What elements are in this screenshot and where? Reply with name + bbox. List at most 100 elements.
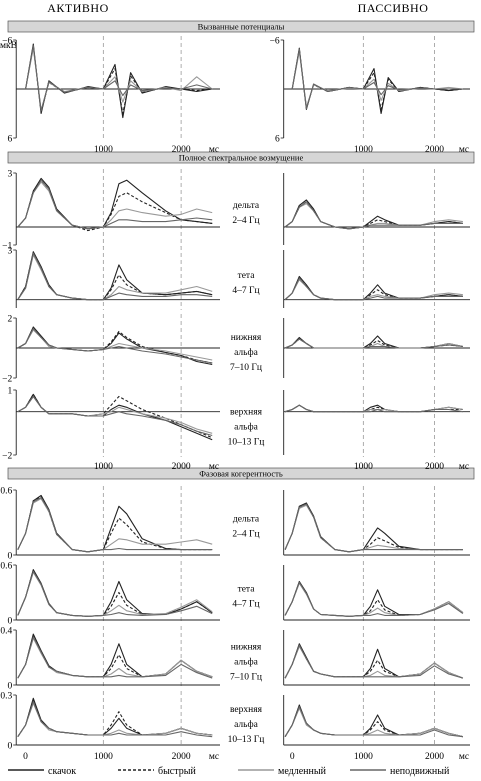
series-line-неподвижный — [284, 404, 463, 413]
y-tick-label: 2 — [7, 315, 12, 325]
section-bar-erp: Вызванные потенциалы — [7, 20, 475, 33]
x-tick-label: 2000 — [425, 145, 444, 155]
band-label: 7–10 Гц — [230, 673, 262, 683]
series-line-скачок — [291, 47, 463, 115]
x-tick-label: 1000 — [354, 752, 373, 762]
band-label: альфа — [234, 422, 259, 433]
legend: скачок быстрый медленный неподвижный — [8, 766, 450, 777]
series-line-скачок — [284, 580, 464, 617]
series-line-неподвижный — [284, 277, 463, 301]
series-line-медленный — [284, 645, 464, 679]
series-line-медленный — [291, 50, 463, 108]
series-line-неподвижный — [284, 706, 463, 738]
series-line-неподвижный — [17, 395, 213, 437]
series-line-быстрый — [17, 393, 213, 439]
panel-active-7: 0.40 — [0, 626, 220, 692]
series-line-скачок — [17, 569, 213, 617]
panel-active-2: 3 — [7, 246, 220, 310]
panel-passive-8: 0 1000 2000 мс — [283, 691, 470, 762]
series-line-неподвижный — [17, 636, 213, 679]
x-tick-label: 1000 — [94, 462, 113, 472]
series-line-скачок — [17, 494, 213, 553]
y-tick-label: 0 — [7, 682, 12, 692]
band-labels: дельта 2–4 Гц тета 4–7 Гц нижняя альфа 7–10 Гц… — [228, 201, 265, 745]
x-tick-label: 2000 — [425, 462, 444, 472]
panel-passive-7 — [283, 626, 470, 687]
y-tick-label: 0.4 — [0, 627, 12, 637]
band-label: 7–10 Гц — [230, 363, 262, 373]
series-line-неподвижный — [284, 338, 463, 349]
legend-label-медленный: медленный — [278, 766, 327, 777]
x-tick-label: 2000 — [172, 462, 191, 472]
panel-active-3: 2 −2 — [2, 314, 220, 385]
x-tick-label: 0 — [290, 752, 295, 762]
band-label: нижняя — [231, 643, 262, 653]
y-tick-label: 0 — [7, 742, 12, 752]
series-line-неподвижный — [17, 497, 213, 553]
panel-passive-5 — [283, 486, 470, 557]
band-label: альфа — [234, 719, 259, 730]
legend-label-скачок: скачок — [48, 766, 76, 777]
band-label: верхняя — [230, 705, 263, 715]
y-tick-label: −1 — [2, 242, 12, 252]
y-tick-label: 6 — [7, 135, 12, 145]
panel-active-4: 1 −2 1000 2000 мс — [2, 386, 220, 472]
series-line-медленный — [17, 637, 213, 679]
panel-passive-4: 1000 2000 мс — [283, 386, 470, 472]
series-line-медленный — [284, 582, 464, 617]
section-bar-itc: Фазовая когерентность — [7, 467, 475, 480]
panel-active-1: 3 −1 — [2, 169, 220, 252]
band-label: дельта — [233, 201, 260, 211]
column-title-passive: ПАССИВНО — [358, 1, 429, 15]
panel-passive-2 — [283, 246, 470, 310]
panel-passive-6 — [283, 561, 470, 622]
time-unit-label: мс — [459, 462, 469, 472]
column-title-active: АКТИВНО — [47, 1, 109, 15]
series-line-неподвижный — [284, 201, 463, 230]
band-label: альфа — [234, 657, 259, 668]
y-tick-label: −2 — [2, 452, 12, 462]
section-title-itc: Фазовая когерентность — [199, 469, 283, 479]
series-line-неподвижный — [25, 45, 213, 112]
x-tick-label: 1000 — [94, 752, 113, 762]
series-line-неподвижный — [284, 503, 463, 553]
band-label: 4–7 Гц — [232, 600, 259, 610]
y-tick-label: 0 — [7, 552, 12, 562]
band-label: 10–13 Гц — [228, 735, 265, 745]
series-line-скачок — [284, 502, 463, 553]
time-unit-label: мс — [209, 145, 219, 155]
series-line-неподвижный — [17, 179, 213, 230]
band-label: дельта — [233, 515, 260, 525]
legend-label-быстрый: быстрый — [158, 766, 196, 777]
time-unit-label: мс — [459, 145, 469, 155]
y-tick-label: 0 — [7, 617, 12, 627]
panel-active-8: 0.3 0 0 1000 2000 мс — [0, 691, 220, 762]
panel-passive-1 — [283, 169, 470, 247]
x-tick-label: 1000 — [354, 462, 373, 472]
section-title-ersp: Полное спектральное возмущение — [179, 153, 304, 163]
panel-active-6: 0.60 — [0, 561, 220, 627]
time-unit-label: мс — [459, 752, 469, 762]
y-tick-label: 3 — [7, 170, 12, 180]
y-tick-label: 0.3 — [0, 692, 12, 702]
band-label: альфа — [234, 347, 259, 358]
series-line-быстрый — [291, 49, 463, 110]
x-tick-label: 2000 — [172, 752, 191, 762]
y-tick-label: −6 — [270, 37, 280, 47]
band-label: верхняя — [230, 408, 263, 418]
x-tick-label: 2000 — [425, 752, 444, 762]
panel-active-5: 0.60 — [0, 486, 220, 562]
series-line-скачок — [17, 326, 213, 366]
series-line-неподвижный — [291, 48, 463, 110]
series-line-неподвижный — [284, 581, 464, 617]
series-line-медленный — [25, 47, 213, 111]
section-title-erp: Вызванные потенциалы — [198, 22, 285, 32]
series-line-быстрый — [17, 569, 213, 617]
series-line-быстрый — [25, 45, 213, 115]
x-tick-label: 2000 — [172, 145, 191, 155]
panel-active-0: −6 6 1000 2000 мс — [2, 36, 220, 155]
series-line-неподвижный — [17, 252, 213, 301]
band-label: 2–4 Гц — [232, 216, 259, 226]
